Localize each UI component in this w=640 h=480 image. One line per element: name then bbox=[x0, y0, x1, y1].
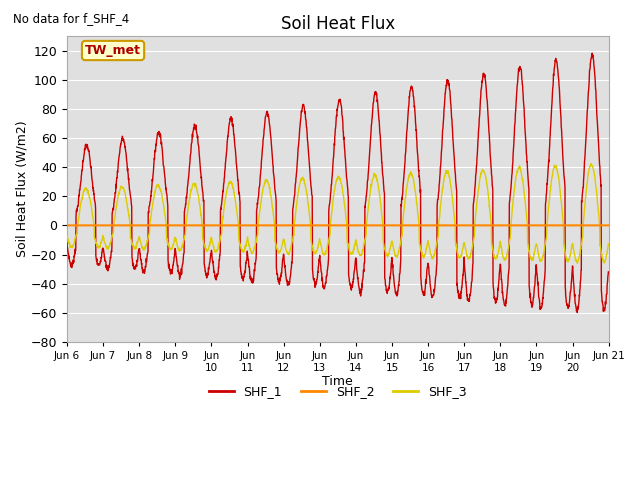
SHF_3 bbox=[365, 199, 372, 205]
SHF_3 bbox=[214, 245, 222, 251]
SHF_1 bbox=[214, 271, 222, 277]
Line: SHF_1: SHF_1 bbox=[67, 53, 609, 312]
SHF_2 bbox=[353, 223, 361, 228]
SHF_2 bbox=[605, 223, 612, 228]
SHF_2 bbox=[572, 223, 579, 228]
SHF_1 bbox=[589, 50, 596, 56]
SHF_1 bbox=[365, 161, 372, 167]
SHF_1 bbox=[495, 279, 502, 285]
SHF_3 bbox=[495, 247, 502, 252]
Text: TW_met: TW_met bbox=[85, 44, 141, 57]
SHF_3 bbox=[573, 261, 581, 266]
SHF_3 bbox=[605, 241, 612, 247]
SHF_2 bbox=[63, 223, 71, 228]
SHF_1 bbox=[572, 301, 579, 307]
Title: Soil Heat Flux: Soil Heat Flux bbox=[281, 15, 395, 33]
X-axis label: Time: Time bbox=[323, 375, 353, 388]
SHF_2 bbox=[365, 223, 372, 228]
SHF_3 bbox=[353, 243, 361, 249]
Y-axis label: Soil Heat Flux (W/m2): Soil Heat Flux (W/m2) bbox=[15, 120, 28, 257]
Text: No data for f_SHF_4: No data for f_SHF_4 bbox=[13, 12, 129, 25]
SHF_2 bbox=[557, 223, 564, 228]
SHF_1 bbox=[63, 240, 71, 245]
SHF_2 bbox=[495, 223, 502, 228]
SHF_1 bbox=[353, 270, 361, 276]
Legend: SHF_1, SHF_2, SHF_3: SHF_1, SHF_2, SHF_3 bbox=[204, 380, 472, 403]
SHF_3 bbox=[63, 232, 71, 238]
SHF_1 bbox=[605, 269, 612, 275]
SHF_2 bbox=[214, 223, 222, 228]
SHF_1 bbox=[573, 310, 581, 315]
SHF_3 bbox=[588, 161, 595, 167]
SHF_3 bbox=[572, 258, 579, 264]
SHF_3 bbox=[557, 192, 564, 198]
Line: SHF_3: SHF_3 bbox=[67, 164, 609, 264]
SHF_1 bbox=[557, 108, 564, 113]
